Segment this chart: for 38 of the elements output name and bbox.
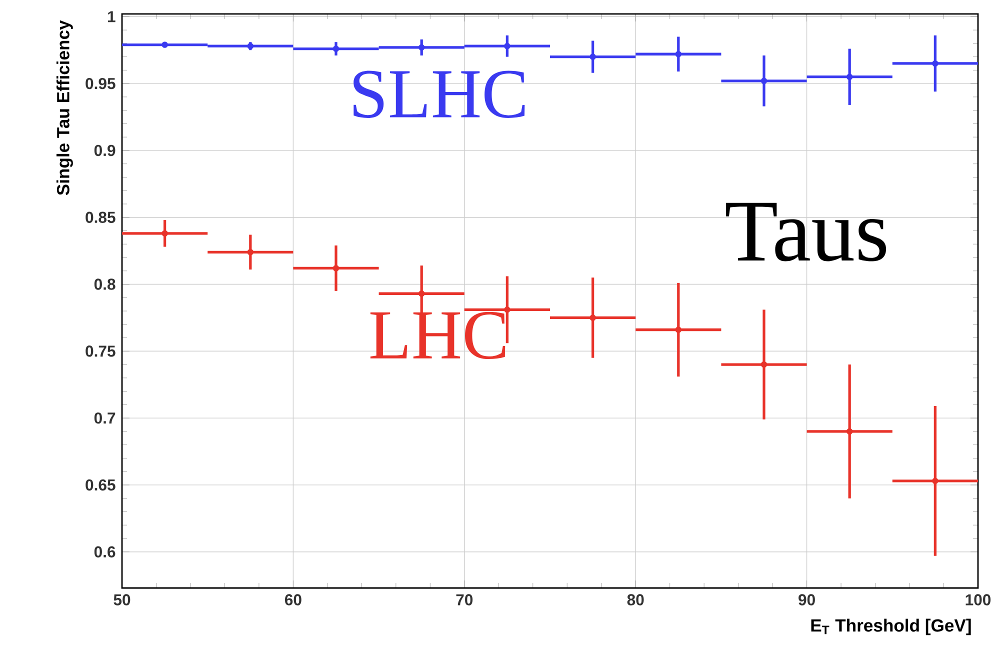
point xyxy=(846,74,853,80)
y-tick-label: 0.95 xyxy=(86,78,116,90)
y-tick-label: 0.9 xyxy=(94,144,116,156)
y-tick-label: 0.6 xyxy=(94,546,116,558)
y-tick-label: 0.7 xyxy=(94,412,116,424)
y-axis-title: Single Tau Efficiency xyxy=(56,20,73,196)
point xyxy=(162,230,168,237)
point xyxy=(418,44,425,51)
point xyxy=(332,265,340,272)
point xyxy=(675,50,682,58)
point xyxy=(590,54,596,60)
point xyxy=(504,306,510,313)
x-tick-label: 100 xyxy=(966,594,991,606)
x-axis-title: E$_{T}$ Threshold [GeV] xyxy=(811,618,971,636)
point xyxy=(932,60,938,67)
series-label: SLHC xyxy=(354,70,525,118)
point xyxy=(590,314,596,321)
point xyxy=(760,361,768,368)
point xyxy=(760,78,768,84)
series-label: LHC xyxy=(370,312,506,360)
point xyxy=(504,42,510,50)
x-tick-label: 70 xyxy=(456,594,473,606)
y-tick-label: 0.85 xyxy=(86,212,116,223)
point xyxy=(932,478,938,484)
y-tick-label: 0.8 xyxy=(94,278,116,290)
point xyxy=(247,248,254,256)
y-tick-label: 0.75 xyxy=(86,346,116,357)
x-tick-label: 60 xyxy=(284,594,302,606)
y-tick-label: 1 xyxy=(108,11,116,22)
point xyxy=(332,46,340,52)
point xyxy=(846,428,853,435)
x-tick-label: 80 xyxy=(627,594,644,606)
point xyxy=(675,326,682,333)
x-tick-label: 90 xyxy=(798,594,815,606)
annotation: Taus xyxy=(726,202,886,262)
y-tick-label: 0.65 xyxy=(86,479,116,491)
x-tick-label: 50 xyxy=(114,594,130,606)
point xyxy=(418,290,425,297)
